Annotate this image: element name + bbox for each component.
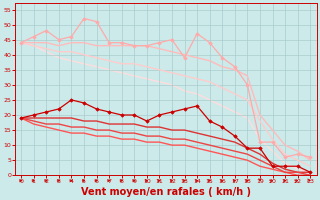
X-axis label: Vent moyen/en rafales ( km/h ): Vent moyen/en rafales ( km/h ) [81, 187, 251, 197]
